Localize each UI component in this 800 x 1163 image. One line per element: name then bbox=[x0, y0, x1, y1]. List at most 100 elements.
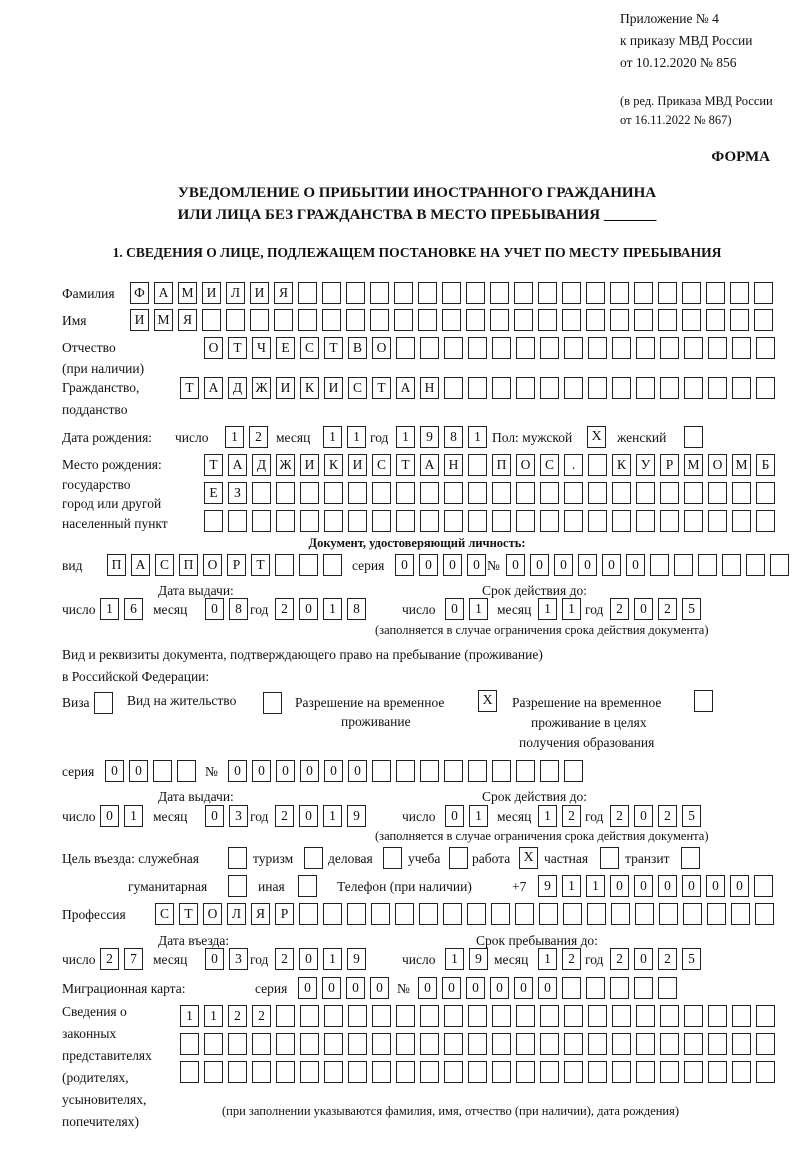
char-cell[interactable] bbox=[419, 903, 438, 925]
char-cell[interactable]: 3 bbox=[229, 948, 248, 970]
char-cell[interactable]: 1 bbox=[204, 1005, 223, 1027]
char-cell[interactable] bbox=[540, 1005, 559, 1027]
char-cell[interactable] bbox=[586, 977, 605, 999]
char-cell[interactable] bbox=[228, 1033, 247, 1055]
char-cell[interactable] bbox=[420, 760, 439, 782]
char-cell[interactable]: 0 bbox=[395, 554, 414, 576]
char-cell[interactable] bbox=[396, 1005, 415, 1027]
char-cell[interactable] bbox=[612, 510, 631, 532]
char-cell[interactable] bbox=[611, 903, 630, 925]
char-cell[interactable] bbox=[684, 510, 703, 532]
char-cell[interactable] bbox=[228, 1061, 247, 1083]
char-cell[interactable] bbox=[540, 1061, 559, 1083]
char-cell[interactable]: Р bbox=[660, 454, 679, 476]
char-cell[interactable] bbox=[588, 510, 607, 532]
char-cell[interactable]: 9 bbox=[538, 875, 557, 897]
char-cell[interactable]: 2 bbox=[658, 948, 677, 970]
char-cell[interactable]: 5 bbox=[682, 805, 701, 827]
char-cell[interactable] bbox=[756, 337, 775, 359]
char-cell[interactable]: А bbox=[154, 282, 173, 304]
char-cell[interactable] bbox=[468, 377, 487, 399]
char-cell[interactable] bbox=[252, 482, 271, 504]
char-cell[interactable]: Ч bbox=[252, 337, 271, 359]
char-cell[interactable]: 6 bbox=[124, 598, 143, 620]
char-cell[interactable] bbox=[444, 1033, 463, 1055]
char-cell[interactable] bbox=[650, 554, 669, 576]
char-cell[interactable] bbox=[684, 482, 703, 504]
char-cell[interactable] bbox=[444, 482, 463, 504]
char-cell[interactable]: И bbox=[250, 282, 269, 304]
char-cell[interactable] bbox=[564, 377, 583, 399]
char-cell[interactable] bbox=[372, 510, 391, 532]
char-cell[interactable] bbox=[634, 282, 653, 304]
char-cell[interactable]: 1 bbox=[100, 598, 119, 620]
char-cell[interactable] bbox=[610, 309, 629, 331]
char-cell[interactable] bbox=[660, 1061, 679, 1083]
char-cell[interactable] bbox=[732, 1005, 751, 1027]
char-cell[interactable] bbox=[682, 309, 701, 331]
char-cell[interactable]: М bbox=[178, 282, 197, 304]
char-cell[interactable] bbox=[348, 1061, 367, 1083]
char-cell[interactable] bbox=[658, 282, 677, 304]
char-cell[interactable]: 0 bbox=[466, 977, 485, 999]
char-cell[interactable]: С bbox=[540, 454, 559, 476]
char-cell[interactable]: О bbox=[203, 903, 222, 925]
char-cell[interactable]: 0 bbox=[730, 875, 749, 897]
char-cell[interactable]: Р bbox=[275, 903, 294, 925]
char-cell[interactable] bbox=[660, 510, 679, 532]
char-cell[interactable] bbox=[636, 377, 655, 399]
char-cell[interactable] bbox=[492, 482, 511, 504]
char-cell[interactable]: 0 bbox=[418, 977, 437, 999]
char-cell[interactable]: С bbox=[372, 454, 391, 476]
char-cell[interactable]: 0 bbox=[205, 948, 224, 970]
char-cell[interactable]: Б bbox=[756, 454, 775, 476]
char-cell[interactable] bbox=[516, 1061, 535, 1083]
char-cell[interactable] bbox=[298, 282, 317, 304]
char-cell[interactable]: Т bbox=[372, 377, 391, 399]
char-cell[interactable] bbox=[275, 554, 294, 576]
char-cell[interactable] bbox=[323, 903, 342, 925]
char-cell[interactable]: О bbox=[516, 454, 535, 476]
char-cell[interactable] bbox=[563, 903, 582, 925]
purpose-study-checkbox[interactable] bbox=[449, 847, 468, 869]
char-cell[interactable] bbox=[372, 1061, 391, 1083]
char-cell[interactable]: 9 bbox=[469, 948, 488, 970]
char-cell[interactable] bbox=[636, 482, 655, 504]
char-cell[interactable] bbox=[420, 510, 439, 532]
char-cell[interactable] bbox=[468, 760, 487, 782]
char-cell[interactable]: Ж bbox=[276, 454, 295, 476]
char-cell[interactable] bbox=[516, 760, 535, 782]
char-cell[interactable] bbox=[708, 377, 727, 399]
char-cell[interactable] bbox=[300, 1061, 319, 1083]
char-cell[interactable]: М bbox=[732, 454, 751, 476]
char-cell[interactable] bbox=[610, 282, 629, 304]
char-cell[interactable] bbox=[298, 309, 317, 331]
char-cell[interactable]: 0 bbox=[634, 598, 653, 620]
char-cell[interactable] bbox=[444, 760, 463, 782]
char-cell[interactable] bbox=[634, 309, 653, 331]
sex-female-checkbox[interactable] bbox=[684, 426, 703, 448]
char-cell[interactable] bbox=[516, 377, 535, 399]
char-cell[interactable]: 1 bbox=[347, 426, 366, 448]
char-cell[interactable] bbox=[468, 337, 487, 359]
temporary-residence-edu-checkbox[interactable] bbox=[694, 690, 713, 712]
char-cell[interactable] bbox=[682, 282, 701, 304]
char-cell[interactable]: 1 bbox=[124, 805, 143, 827]
char-cell[interactable] bbox=[756, 510, 775, 532]
char-cell[interactable]: 0 bbox=[205, 598, 224, 620]
purpose-transit-checkbox[interactable] bbox=[681, 847, 700, 869]
char-cell[interactable]: С bbox=[155, 554, 174, 576]
char-cell[interactable] bbox=[684, 1061, 703, 1083]
char-cell[interactable]: А bbox=[396, 377, 415, 399]
char-cell[interactable]: Я bbox=[274, 282, 293, 304]
char-cell[interactable]: 1 bbox=[323, 805, 342, 827]
char-cell[interactable]: 0 bbox=[370, 977, 389, 999]
char-cell[interactable]: 0 bbox=[578, 554, 597, 576]
char-cell[interactable] bbox=[659, 903, 678, 925]
char-cell[interactable] bbox=[418, 309, 437, 331]
char-cell[interactable] bbox=[722, 554, 741, 576]
char-cell[interactable] bbox=[491, 903, 510, 925]
char-cell[interactable]: 2 bbox=[252, 1005, 271, 1027]
char-cell[interactable]: 0 bbox=[634, 875, 653, 897]
char-cell[interactable] bbox=[444, 377, 463, 399]
